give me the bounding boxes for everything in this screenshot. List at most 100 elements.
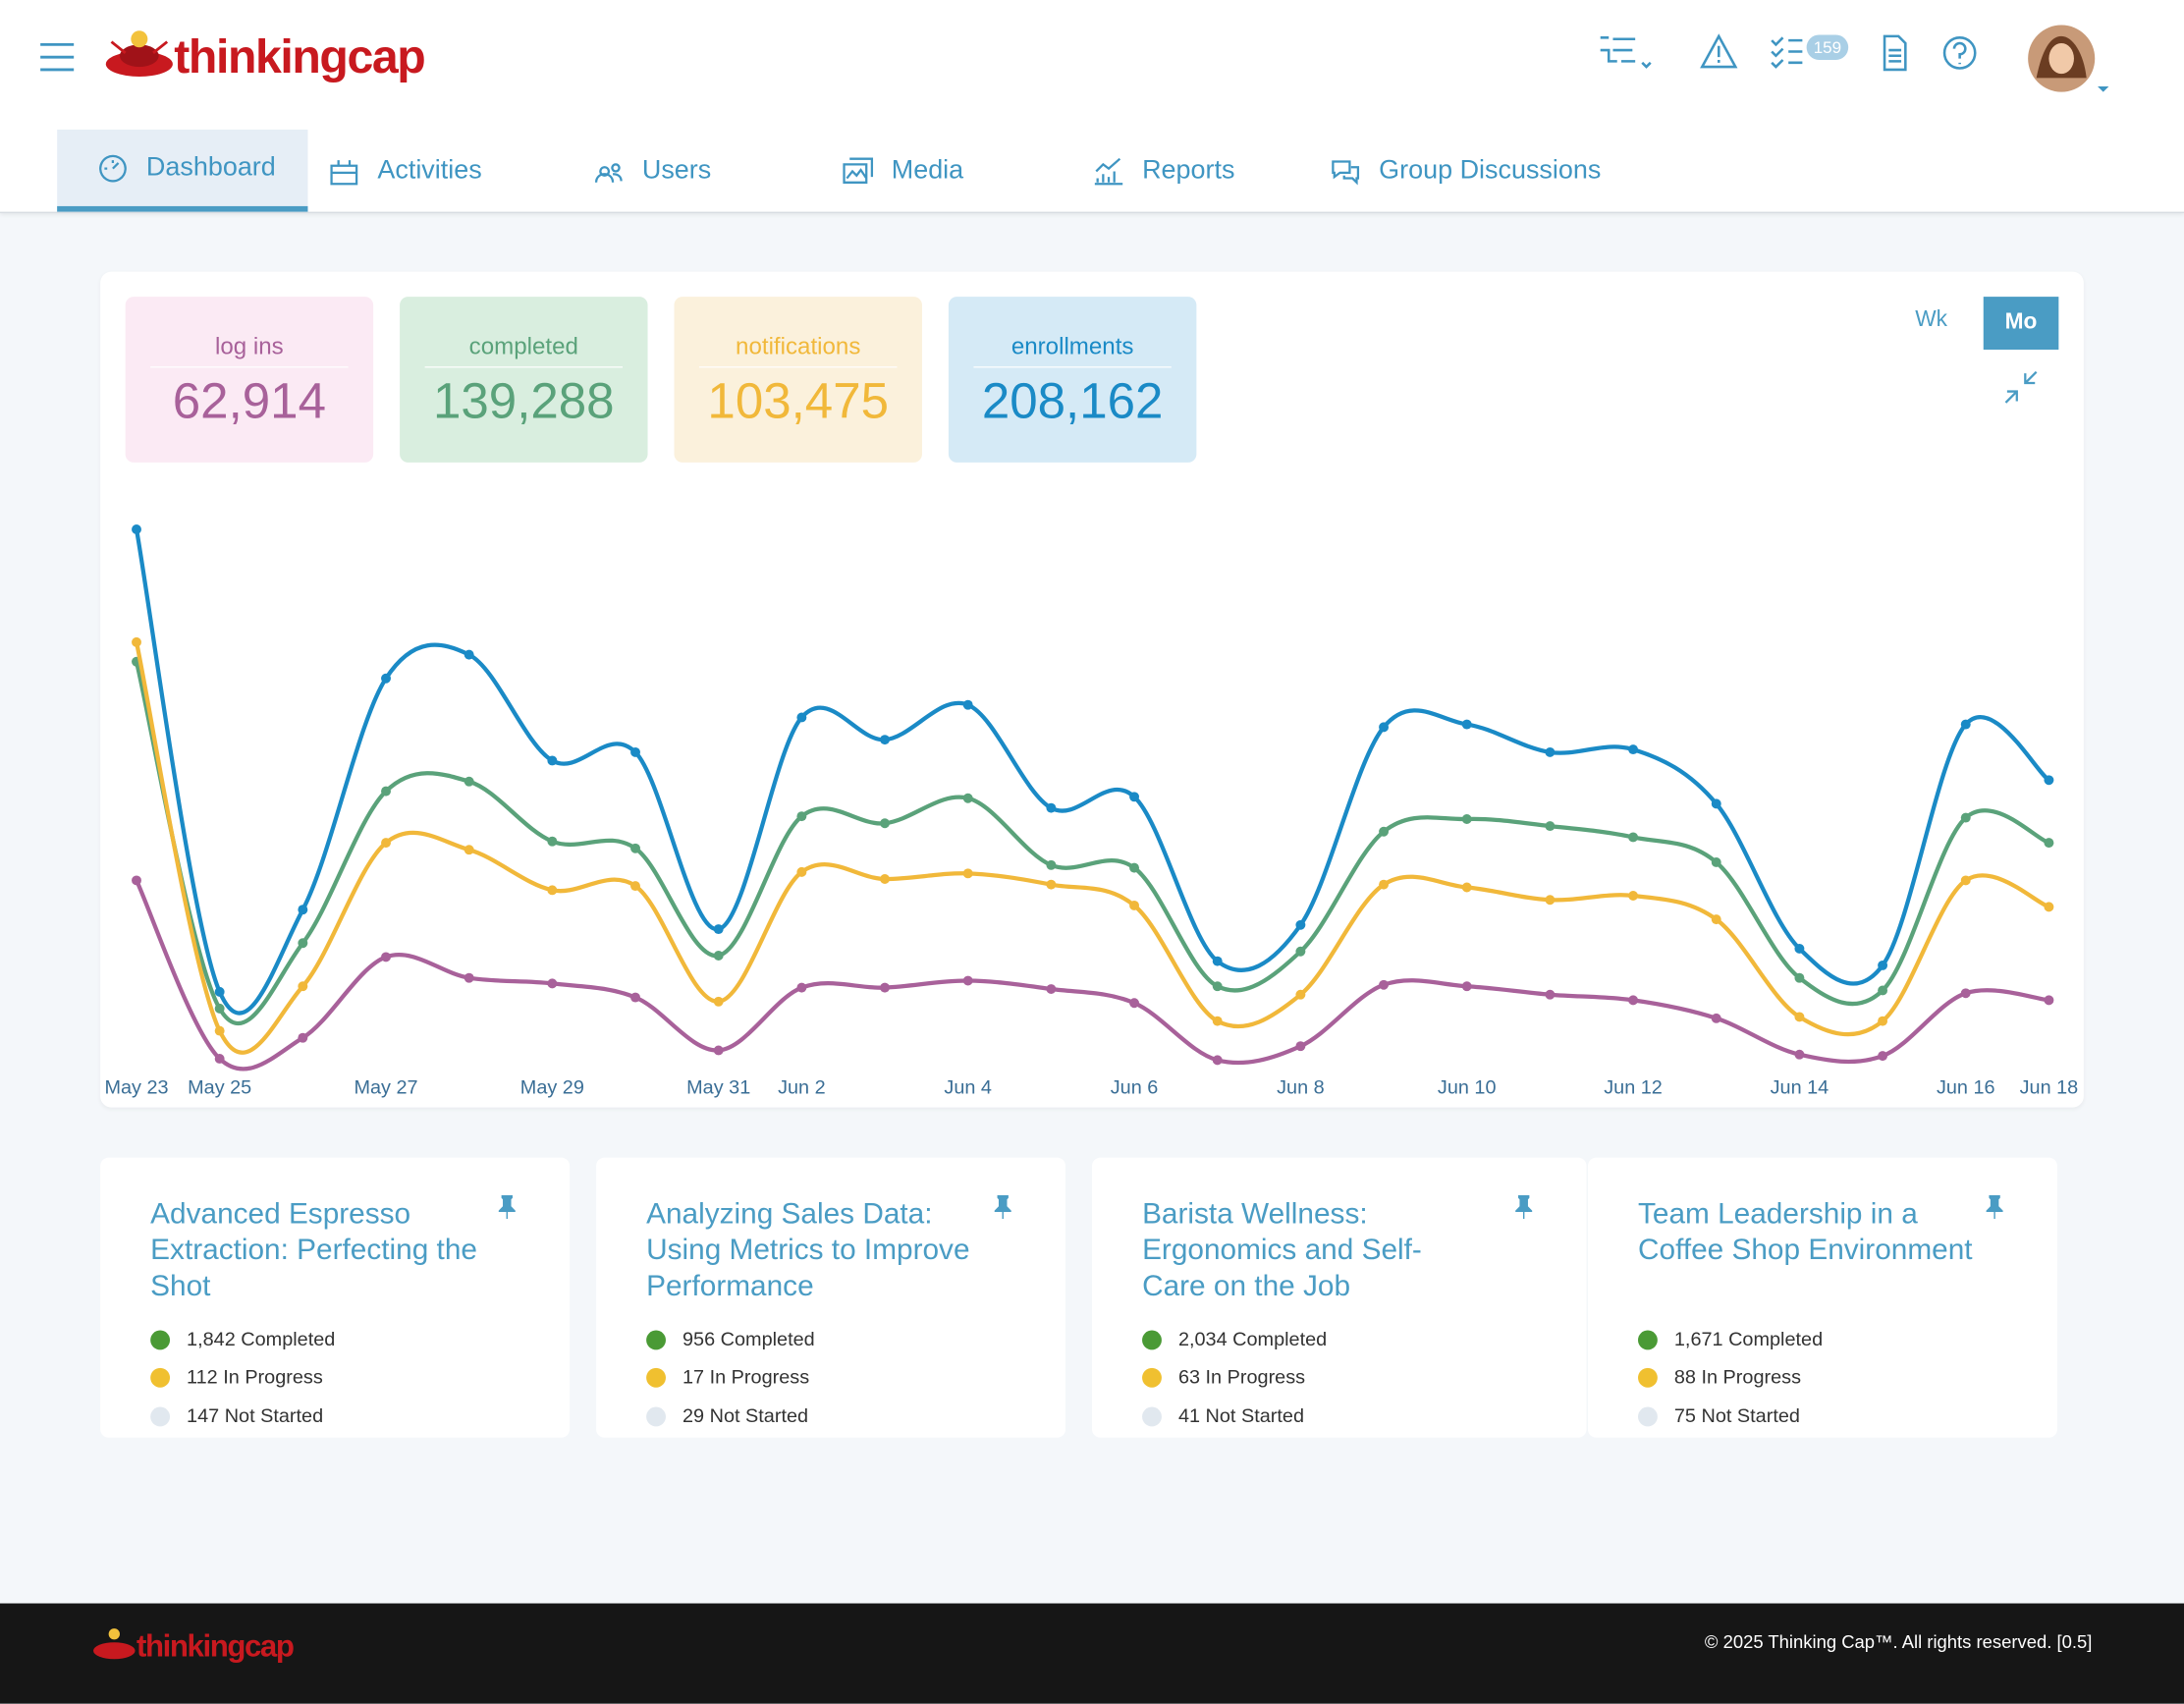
- status-dot: [1142, 1406, 1162, 1427]
- copyright: © 2025 Thinking Cap™. All rights reserve…: [1704, 1630, 2093, 1653]
- data-point: [962, 793, 973, 803]
- logo: thinkingcap: [174, 30, 425, 84]
- status-text: 2,034 Completed: [1177, 1327, 1328, 1350]
- footer-logo: thinkingcap: [136, 1628, 295, 1664]
- data-point: [630, 992, 640, 1003]
- course-title: Team Leadership in a Coffee Shop Environ…: [1638, 1197, 1973, 1267]
- data-point: [1794, 1049, 1805, 1060]
- data-point: [1295, 1041, 1306, 1052]
- data-point: [880, 735, 890, 745]
- x-tick-label: May 23: [104, 1076, 168, 1098]
- pin-icon[interactable]: [1985, 1194, 2004, 1220]
- pin-icon[interactable]: [993, 1194, 1012, 1220]
- stat-label: notifications: [736, 332, 861, 359]
- status-dot: [150, 1330, 171, 1350]
- footer: thinkingcap © 2025 Thinking Cap™. All ri…: [0, 1603, 2184, 1704]
- toolbar-icons[interactable]: 159: [1596, 33, 2014, 76]
- data-point: [1545, 821, 1556, 832]
- nav-tab[interactable]: Dashboard: [57, 129, 308, 212]
- collapse-button[interactable]: [2003, 369, 2040, 406]
- data-point: [1794, 1012, 1805, 1022]
- x-tick-label: Jun 8: [1277, 1076, 1325, 1098]
- course-card[interactable]: Barista Wellness: Ergonomics and Self-Ca…: [1092, 1157, 1587, 1438]
- status-dot: [1638, 1406, 1658, 1427]
- badge: 159: [1814, 38, 1841, 57]
- data-point: [214, 1025, 225, 1036]
- nav-label: Dashboard: [145, 152, 276, 183]
- course-title: Advanced Espresso Extraction: Perfecting…: [150, 1197, 477, 1303]
- status-text: 88 In Progress: [1673, 1365, 1802, 1388]
- data-point: [298, 1032, 308, 1043]
- status-text: 75 Not Started: [1673, 1403, 1800, 1427]
- data-point: [880, 818, 890, 829]
- nav-tab[interactable]: Group Discussions: [1309, 130, 1643, 212]
- pin-icon[interactable]: [1514, 1194, 1534, 1220]
- x-tick-label: Jun 12: [1604, 1076, 1663, 1098]
- data-point: [962, 699, 973, 710]
- course-card[interactable]: Analyzing Sales Data: Using Metrics to I…: [596, 1157, 1066, 1438]
- data-point: [713, 951, 724, 961]
- status-text: 147 Not Started: [187, 1403, 324, 1427]
- data-point: [713, 1045, 724, 1056]
- stat-card: log ins 62,914: [125, 297, 374, 463]
- icon-path: [594, 162, 623, 183]
- status-text: 1,671 Completed: [1673, 1327, 1824, 1350]
- data-point: [1461, 814, 1472, 824]
- stat-label: enrollments: [1010, 332, 1134, 359]
- data-point: [1711, 1013, 1721, 1023]
- stat-card: enrollments 208,162: [948, 297, 1197, 463]
- icon-path: [843, 156, 874, 184]
- status-text: 112 In Progress: [187, 1365, 323, 1388]
- data-point: [1295, 946, 1306, 957]
- month-toggle[interactable]: Mo: [1983, 297, 2059, 351]
- data-point: [630, 843, 640, 853]
- stat-card: notifications 103,475: [674, 297, 922, 463]
- data-point: [1545, 746, 1556, 757]
- status-text: 956 Completed: [682, 1327, 815, 1350]
- stat-divider: [699, 366, 898, 368]
- data-point: [1461, 981, 1472, 992]
- nav-tab[interactable]: Activities: [307, 130, 572, 212]
- nav-tab[interactable]: Media: [822, 130, 1072, 212]
- data-point: [464, 776, 474, 787]
- menu-button[interactable]: [39, 42, 76, 73]
- avatar[interactable]: [2025, 23, 2114, 98]
- x-tick-label: May 27: [354, 1076, 417, 1098]
- status-dot: [646, 1406, 666, 1427]
- pin-icon[interactable]: [497, 1194, 517, 1220]
- icon-path: [99, 154, 127, 182]
- stat-label: log ins: [215, 332, 284, 359]
- nav-tab[interactable]: Reports: [1072, 130, 1309, 212]
- logo-icon: [105, 30, 173, 78]
- x-tick-label: May 25: [188, 1076, 251, 1098]
- icon-path: [330, 159, 358, 185]
- course-card[interactable]: Advanced Espresso Extraction: Perfecting…: [100, 1157, 571, 1438]
- data-point: [796, 866, 807, 877]
- data-point: [547, 885, 558, 896]
- data-point: [713, 996, 724, 1007]
- stat-value: 103,475: [707, 371, 890, 429]
- data-point: [464, 972, 474, 983]
- nav-label: Reports: [1142, 155, 1235, 185]
- pin-shape: [1515, 1194, 1533, 1220]
- data-point: [2044, 902, 2054, 912]
- data-point: [298, 905, 308, 915]
- data-point: [381, 952, 391, 962]
- status-dot: [1142, 1330, 1162, 1350]
- data-point: [464, 845, 474, 855]
- data-point: [1628, 744, 1639, 755]
- x-tick-label: May 29: [520, 1076, 584, 1098]
- week-toggle[interactable]: Wk: [1915, 307, 1948, 332]
- data-point: [1545, 989, 1556, 1000]
- nav-tab[interactable]: Users: [573, 130, 822, 212]
- data-point: [1129, 998, 1140, 1009]
- course-card[interactable]: Team Leadership in a Coffee Shop Environ…: [1587, 1157, 2057, 1438]
- data-point: [381, 673, 391, 684]
- data-point: [880, 982, 890, 993]
- data-point: [1878, 1016, 1888, 1026]
- data-point: [1711, 914, 1721, 925]
- series-line: [134, 661, 2050, 1026]
- data-point: [1628, 995, 1639, 1006]
- header: thinkingcap 159 Dashboard Activities Users…: [0, 0, 2184, 214]
